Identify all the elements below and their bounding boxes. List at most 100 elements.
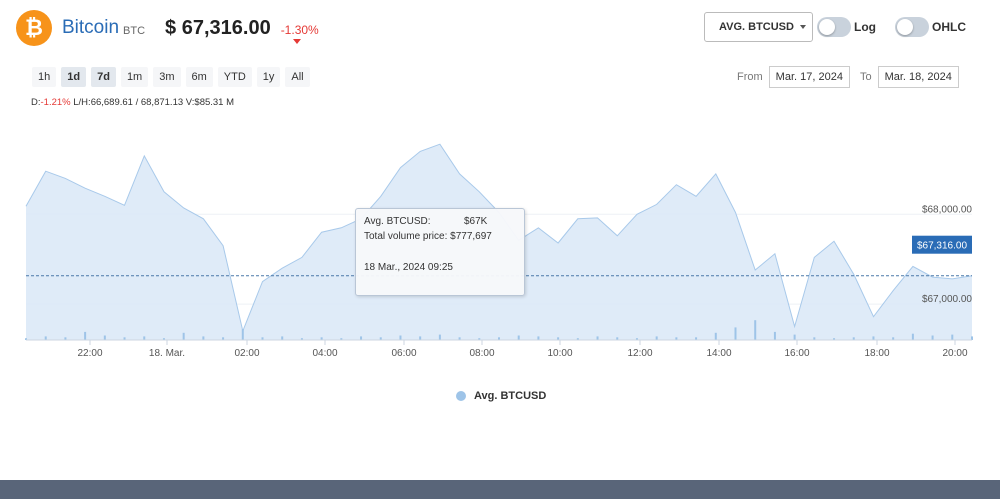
volume-bar <box>300 338 303 340</box>
volume-bar <box>162 338 165 340</box>
range-button-3m[interactable]: 3m <box>153 67 181 87</box>
ohlc-toggle[interactable]: OHLC <box>895 17 966 37</box>
volume-bar <box>971 336 973 340</box>
volume-bar <box>675 337 678 340</box>
volume-bar <box>695 337 698 340</box>
day-change-label: D: <box>31 97 41 108</box>
y-tick-label: $67,000.00 <box>922 294 972 305</box>
range-button-1m[interactable]: 1m <box>120 67 149 87</box>
volume-bar <box>635 338 638 340</box>
x-tick-label: 10:00 <box>547 348 572 359</box>
volume-bar <box>379 337 382 340</box>
currency-select[interactable]: AVG. BTCUSD <box>704 12 813 42</box>
tooltip-time: 18 Mar., 2024 09:25 <box>364 262 453 273</box>
volume-bar <box>498 337 500 340</box>
volume-bar <box>222 337 225 340</box>
volume-bar <box>320 337 323 340</box>
volume-bar <box>734 327 737 340</box>
current-price-badge-label: $67,316.00 <box>917 241 967 252</box>
to-label: To <box>859 71 872 83</box>
volume-bar <box>64 337 67 340</box>
x-tick-label: 18:00 <box>864 348 889 359</box>
volume-bar <box>241 329 244 340</box>
x-tick-label: 18. Mar. <box>149 348 185 359</box>
volume-bar <box>103 335 106 340</box>
low-high-label: L/H: <box>73 97 91 108</box>
volume-bar <box>261 337 264 340</box>
down-arrow-icon <box>292 39 301 44</box>
range-button-1y[interactable]: 1y <box>256 67 281 87</box>
stats-line: D:-1.21% L/H:66,689.61 / 68,871.13 V:$85… <box>31 97 234 108</box>
caret-down-icon <box>799 25 806 29</box>
volume-bar <box>773 331 776 340</box>
switch-knob <box>897 19 913 35</box>
volume-bar <box>458 337 461 340</box>
volume-bar <box>576 338 579 340</box>
legend-dot-icon <box>456 391 466 401</box>
volume-bar <box>931 335 934 340</box>
x-tick-label: 04:00 <box>312 348 337 359</box>
ohlc-switch[interactable] <box>895 17 929 37</box>
tooltip-price-value: $67K <box>464 216 488 227</box>
volume-label: V: <box>185 97 195 108</box>
log-switch[interactable] <box>817 17 851 37</box>
volume-bar <box>281 336 284 340</box>
x-tick-label: 22:00 <box>77 348 102 359</box>
legend-label: Avg. BTCUSD <box>474 390 547 402</box>
x-tick-label: 02:00 <box>234 348 259 359</box>
coin-name[interactable]: Bitcoin <box>62 17 120 38</box>
current-price: $ 67,316.00 <box>165 16 271 39</box>
from-date-input[interactable]: Mar. 17, 2024 <box>768 66 850 88</box>
range-button-6m[interactable]: 6m <box>185 67 213 87</box>
volume-bar <box>793 334 796 340</box>
current-price-badge <box>912 235 972 254</box>
volume-bar <box>25 338 27 340</box>
volume-bar <box>813 337 816 340</box>
date-range: From Mar. 17, 2024 To Mar. 18, 2024 <box>737 66 959 88</box>
price-change: -1.30% <box>281 23 319 44</box>
x-tick-label: 20:00 <box>942 348 967 359</box>
volume-bar <box>872 336 875 340</box>
volume-bar <box>340 338 343 340</box>
volume-bar <box>852 337 855 340</box>
volume-bar <box>892 337 895 340</box>
range-button-all[interactable]: All <box>285 67 310 87</box>
ohlc-label: OHLC <box>932 20 966 34</box>
volume-bar <box>44 336 47 340</box>
volume-bar <box>596 336 599 340</box>
x-tick-label: 16:00 <box>784 348 809 359</box>
day-change-value: -1.21% <box>40 97 71 108</box>
volume-bar <box>911 333 914 340</box>
x-tick-label: 12:00 <box>627 348 652 359</box>
volume-bar <box>655 336 658 340</box>
range-button-7d[interactable]: 7d <box>91 67 116 87</box>
volume-bar <box>438 334 441 340</box>
volume-bar <box>951 334 954 340</box>
tooltip-volume-value: $777,697 <box>450 231 492 242</box>
y-tick-label: $68,000.00 <box>922 204 972 215</box>
volume-bar <box>202 336 205 340</box>
page-footer <box>0 480 1000 499</box>
volume-bar <box>84 331 87 340</box>
range-button-1d[interactable]: 1d <box>61 67 87 87</box>
volume-bar <box>754 320 757 340</box>
chart-legend[interactable]: Avg. BTCUSD <box>456 390 546 402</box>
range-button-ytd[interactable]: YTD <box>217 67 252 87</box>
currency-select-value: AVG. BTCUSD <box>719 21 794 33</box>
coin-header: ₿ Bitcoin BTC $ 67,316.00 -1.30% <box>16 10 319 46</box>
log-toggle[interactable]: Log <box>817 17 876 37</box>
low-high-value: 66,689.61 / 68,871.13 <box>90 97 184 108</box>
to-date-input[interactable]: Mar. 18, 2024 <box>877 66 959 88</box>
volume-bar <box>399 335 402 340</box>
volume-bar <box>123 337 126 340</box>
chart-widget: ₿ Bitcoin BTC $ 67,316.00 -1.30% AVG. BT… <box>16 10 973 402</box>
volume-bar <box>616 337 619 340</box>
volume-bar <box>517 335 520 340</box>
range-button-1h[interactable]: 1h <box>32 67 57 87</box>
tooltip-volume-key: Total volume price: <box>364 231 448 242</box>
coin-symbol: BTC <box>123 25 146 37</box>
volume-bar <box>182 332 185 340</box>
volume-bar <box>833 338 836 340</box>
x-tick-label: 08:00 <box>469 348 494 359</box>
bitcoin-logo-icon: ₿ <box>16 10 52 46</box>
